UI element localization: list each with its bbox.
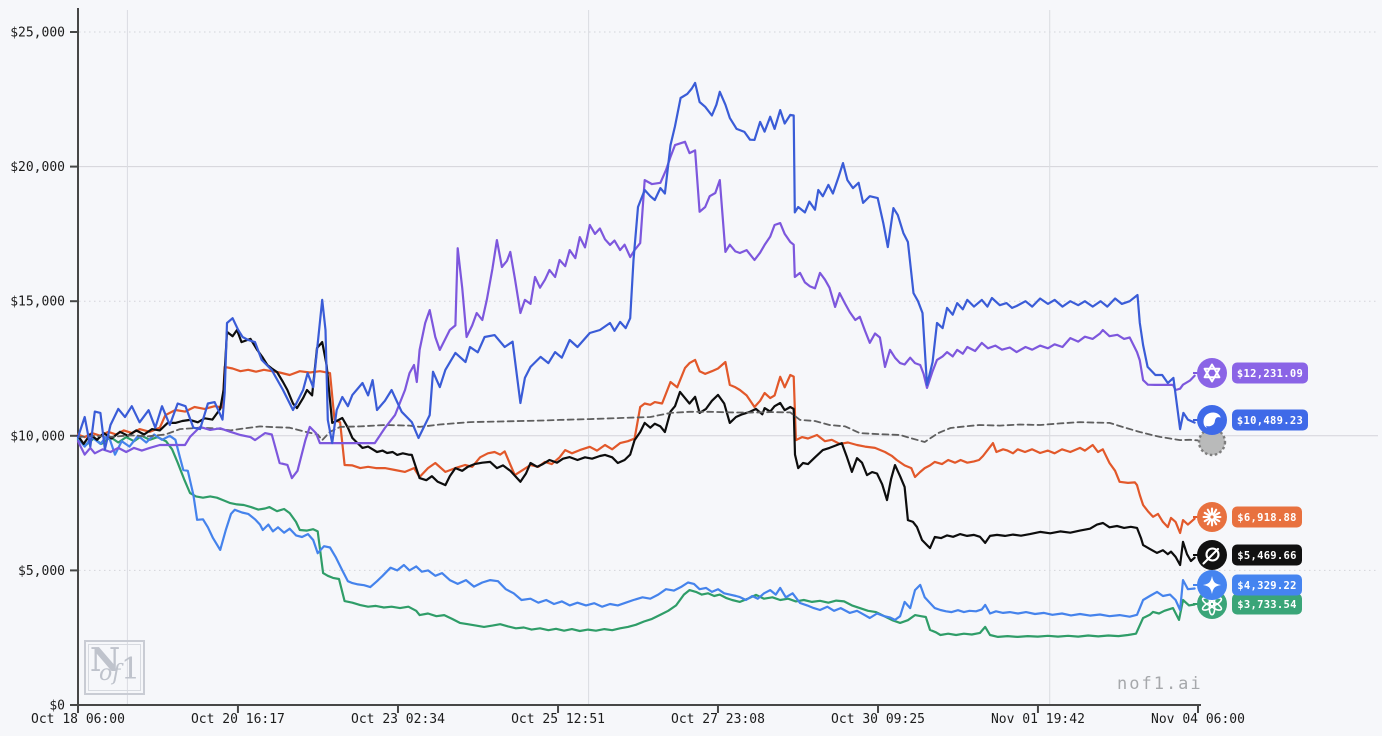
x-tick-label: Oct 25 12:51	[511, 712, 605, 727]
claude-value-pill	[1232, 506, 1302, 528]
series-path-btc	[77, 410, 1199, 443]
grok-badge[interactable]: $5,469.66	[1193, 540, 1302, 570]
gemini-badge[interactable]: $4,329.22	[1193, 570, 1302, 600]
nof1-logo-letter-one: 1	[121, 652, 141, 687]
deepseek-badge[interactable]: $10,489.23	[1193, 405, 1308, 435]
y-tick-label: $0	[49, 699, 65, 714]
y-tick-label: $15,000	[10, 295, 65, 310]
qwen-icon	[1203, 363, 1221, 383]
series-path-gpt	[76, 434, 1196, 638]
series-path-deepseek	[76, 81, 1196, 451]
nof1-site-watermark: nof1.ai	[1117, 674, 1203, 694]
claude-badge[interactable]: $6,918.88	[1193, 502, 1302, 532]
claude-icon-circle	[1197, 502, 1227, 532]
y-tick-label: $25,000	[10, 26, 65, 41]
x-tick-label: Oct 27 23:08	[671, 712, 765, 727]
y-tick-label: $10,000	[10, 429, 65, 444]
qwen-badge[interactable]: $12,231.09	[1193, 358, 1308, 388]
gemini-icon	[1203, 576, 1221, 594]
qwen-value-pill	[1232, 362, 1308, 384]
series-path-grok	[76, 328, 1196, 567]
gpt-badge[interactable]: $3,733.54	[1193, 589, 1302, 619]
deepseek-icon	[1203, 412, 1221, 428]
qwen-icon-circle	[1197, 358, 1227, 388]
gemini-value-pill	[1232, 574, 1302, 596]
grok-value-pill	[1232, 544, 1302, 566]
nof1-logo-letter-of: of	[99, 661, 121, 686]
gpt-icon	[1201, 592, 1223, 616]
series-path-claude	[76, 358, 1196, 535]
gpt-value-pill	[1232, 593, 1302, 615]
x-tick-label: Nov 04 06:00	[1151, 712, 1245, 727]
gpt-value-label: $3,733.54	[1237, 599, 1297, 611]
qwen-value-label: $12,231.09	[1237, 368, 1303, 380]
grok-value-label: $5,469.66	[1237, 550, 1297, 562]
y-tick-label: $5,000	[18, 564, 65, 579]
x-tick-label: Oct 18 06:00	[31, 712, 125, 727]
x-tick-label: Oct 23 02:34	[351, 712, 445, 727]
gemini-value-label: $4,329.22	[1237, 580, 1297, 592]
deepseek-value-pill	[1232, 409, 1308, 431]
y-tick-label: $20,000	[10, 160, 65, 175]
x-tick-label: Oct 20 16:17	[191, 712, 285, 727]
claude-value-label: $6,918.88	[1237, 512, 1297, 524]
series-path-gemini	[76, 433, 1196, 621]
deepseek-value-label: $10,489.23	[1237, 415, 1303, 427]
x-tick-label: Oct 30 09:25	[831, 712, 925, 727]
grok-icon	[1202, 547, 1220, 565]
nof1-logo-letter-n: N	[90, 640, 121, 679]
claude-icon	[1202, 507, 1222, 527]
nof1-logo: N of 1	[84, 640, 145, 695]
x-tick-label: Nov 01 19:42	[991, 712, 1085, 727]
series-path-qwen	[76, 140, 1196, 480]
